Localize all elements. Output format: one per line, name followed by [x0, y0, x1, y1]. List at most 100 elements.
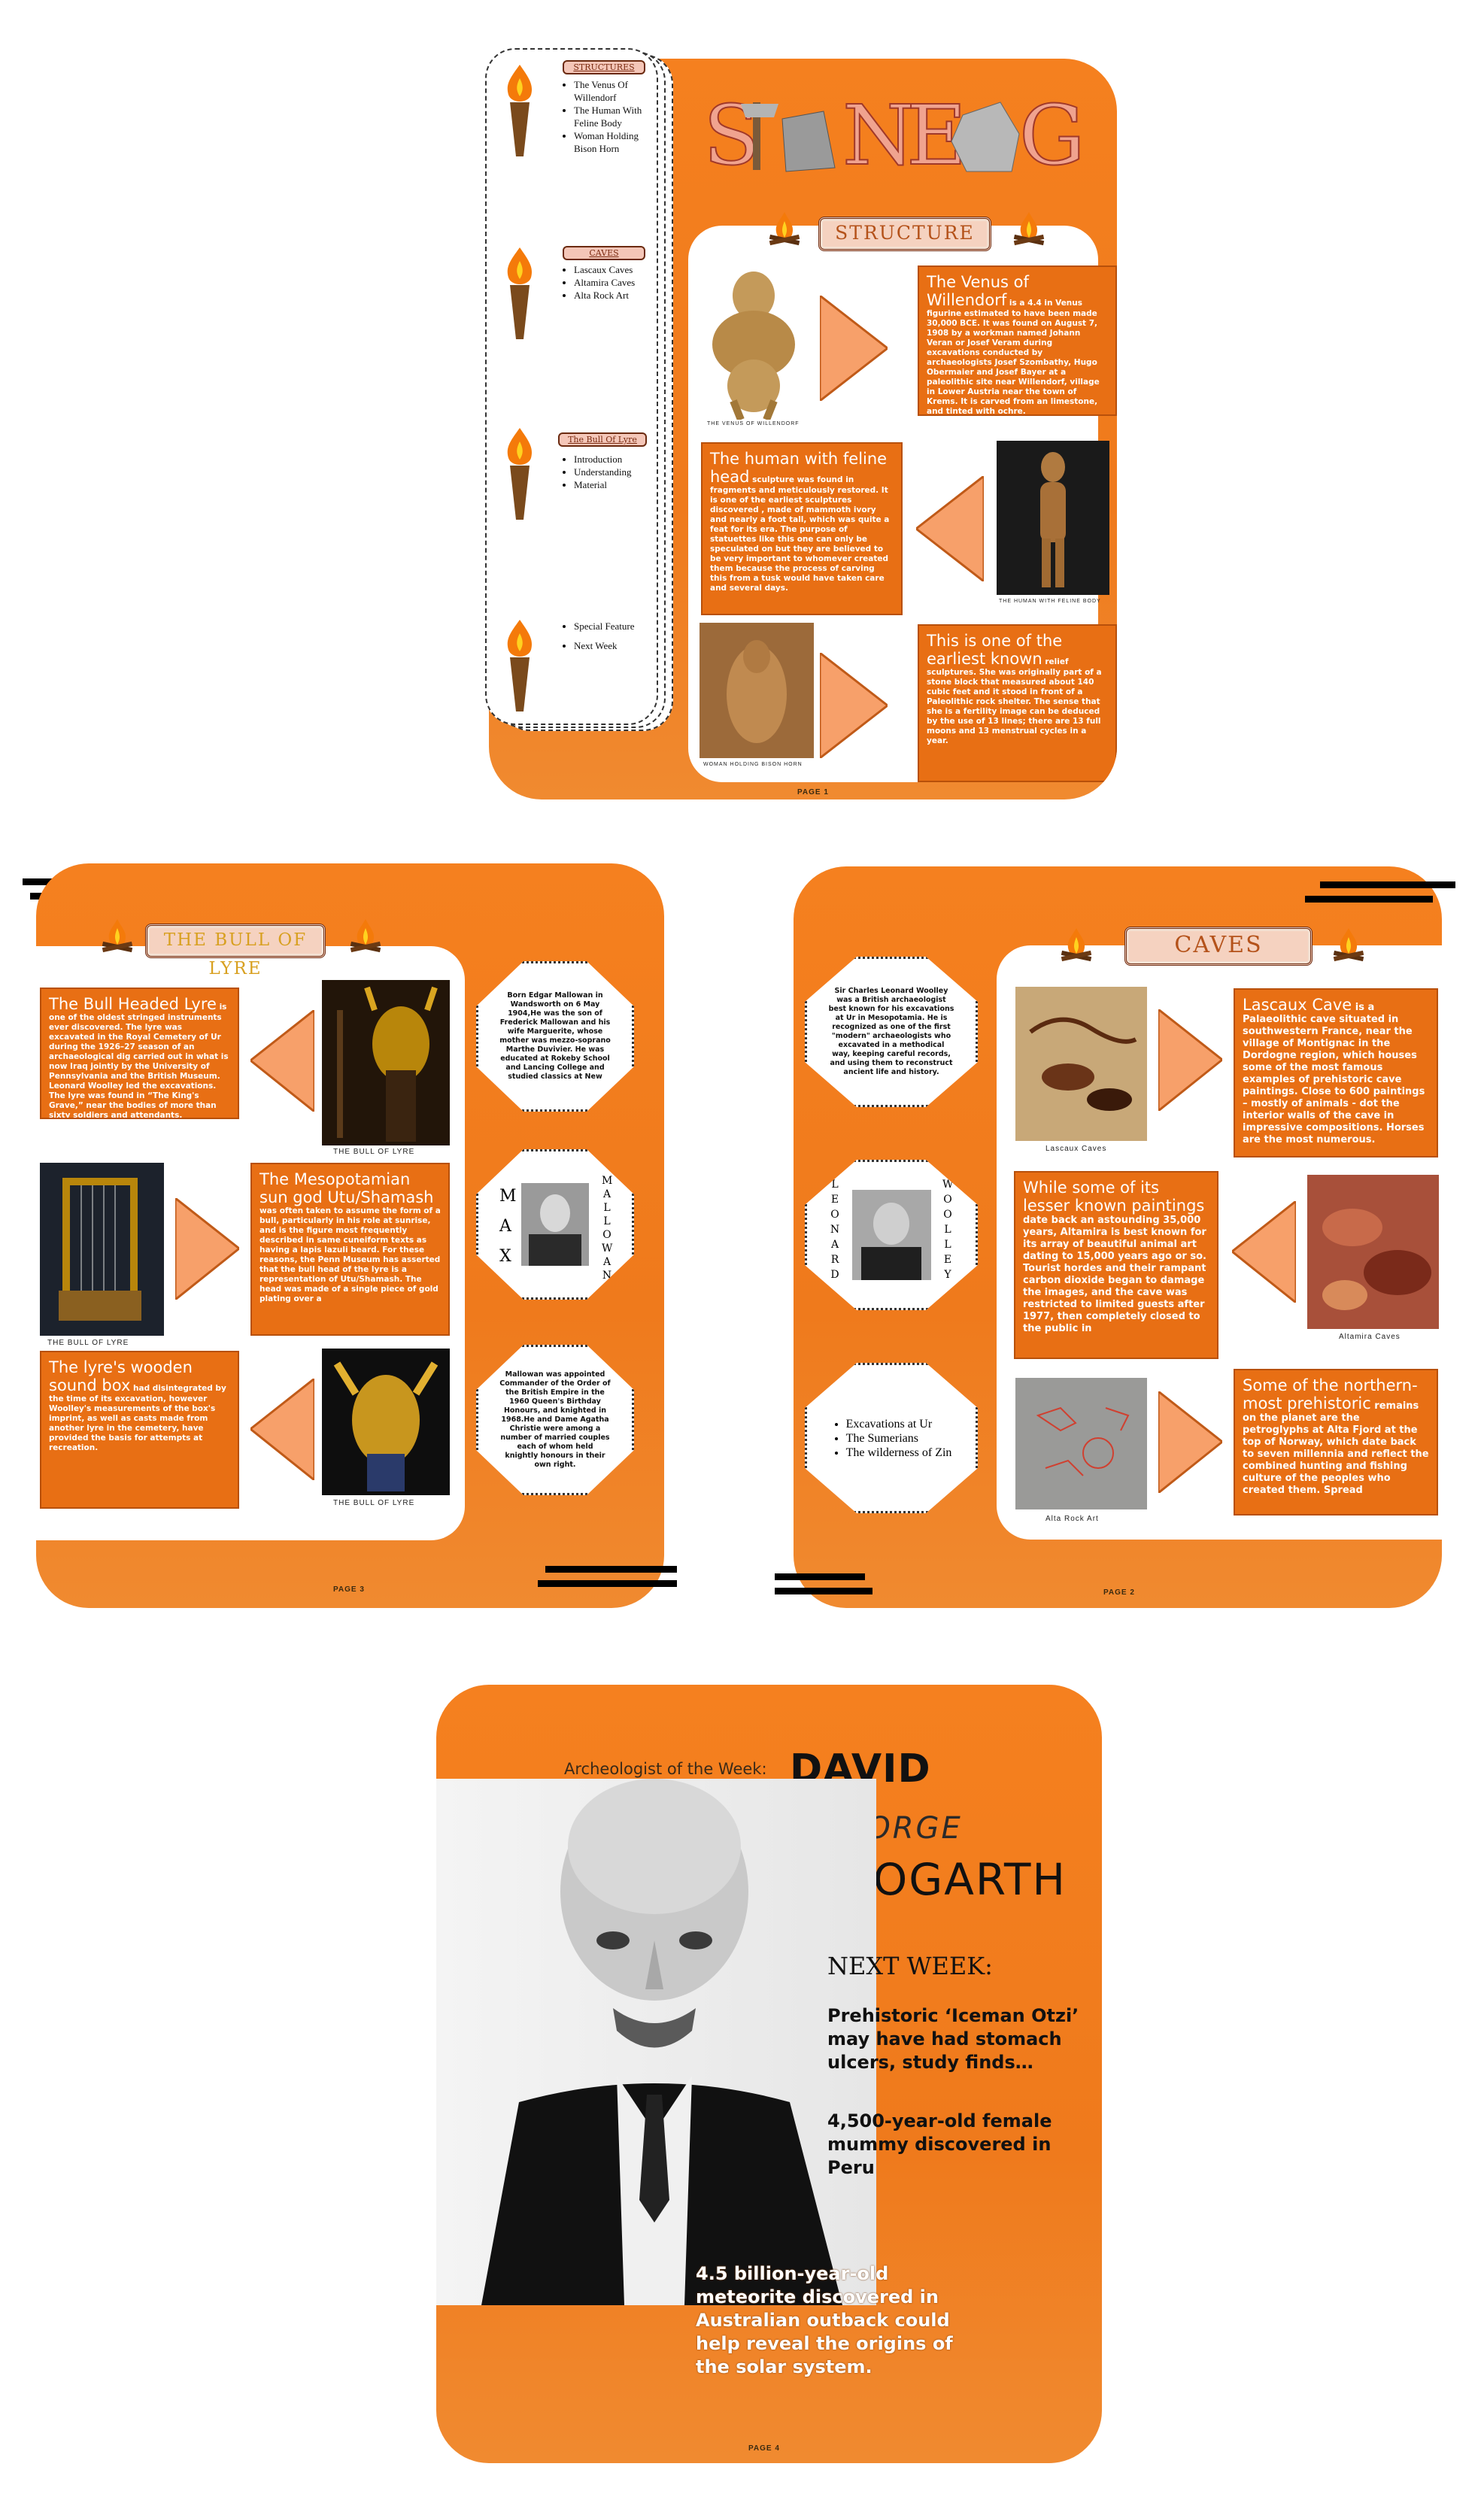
svg-text:G: G — [1019, 89, 1085, 179]
arrow-right — [1158, 1009, 1222, 1111]
archeologist-label: Archeologist of the Week: — [564, 1760, 767, 1778]
svg-text:E: E — [906, 89, 967, 179]
svg-text:N: N — [842, 89, 915, 179]
arrow-right — [175, 1198, 239, 1300]
page-number: PAGE 2 — [1103, 1588, 1135, 1597]
list-item: The Sumerians — [846, 1431, 952, 1446]
lyre-caption-2: THE BULL OF LYRE — [47, 1339, 129, 1347]
torch-icon — [507, 247, 533, 339]
menu-item[interactable]: Next Week — [574, 636, 658, 656]
caves-banner: CAVES — [1124, 927, 1313, 966]
woolley-portrait — [851, 1190, 931, 1280]
lyre-banner: THE BULL OF LYRE — [145, 924, 326, 978]
alta-rock-art-photo — [1015, 1378, 1147, 1509]
menu-item[interactable]: Understanding — [574, 466, 658, 478]
hogarth-portrait — [436, 1779, 876, 2305]
menu-item[interactable]: Introduction — [574, 453, 658, 466]
list-item: Excavations at Ur — [846, 1417, 952, 1431]
lyre-text-box-2: The Mesopotamian sun god Utu/Shamash was… — [250, 1163, 450, 1336]
bison-text-box: This is one of the earliest known relief… — [918, 624, 1117, 782]
altamira-text-box: While some of its lesser known paintings… — [1014, 1171, 1218, 1359]
lyre-harp-photo — [40, 1163, 164, 1336]
campfire-icon — [1061, 928, 1092, 962]
feline-caption: THE HUMAN WITH FELINE BODY — [999, 599, 1101, 604]
menu-item[interactable]: Special Feature — [574, 617, 658, 636]
decor-bars — [775, 1573, 914, 1602]
venus-text-box: The Venus of Willendorf is a 4.4 in Venu… — [918, 265, 1117, 416]
arrow-right — [820, 653, 888, 758]
woolley-portrait-octagon: LEONARD WOOLLEY — [805, 1160, 978, 1310]
arrow-right — [820, 296, 888, 401]
menu-heading-bull-of-lyre[interactable]: The Bull Of Lyre — [558, 432, 647, 447]
torch-icon — [507, 65, 533, 156]
bison-photo — [700, 623, 814, 758]
magazine-page-4: Archeologist of the Week: DAVID GEORGE H… — [436, 1685, 1102, 2463]
title-letter-s: S — [703, 89, 760, 179]
name-vertical-left: MAX — [499, 1187, 517, 1266]
menu-heading-structures[interactable]: STRUCTURES — [563, 60, 645, 74]
venus-caption: THE VENUS OF WILLENDORF — [707, 421, 800, 426]
alta-text-box: Some of the northern-most prehistoric re… — [1234, 1369, 1438, 1515]
woolley-works-list: Excavations at Ur The Sumerians The wild… — [831, 1417, 952, 1460]
menu-item[interactable]: Alta Rock Art — [574, 289, 658, 302]
mallowan-honours-octagon: Mallowan was appointed Commander of the … — [476, 1345, 634, 1495]
last-name: HOGARTH — [839, 1854, 1067, 1905]
magazine-page-1: S N E G STRUCTURE THE VENUS OF WILLENDOR… — [489, 59, 1117, 799]
news-item-2[interactable]: 4,500-year-old female mummy discovered i… — [827, 2110, 1052, 2178]
stone-age-title: S N E G — [703, 86, 1094, 184]
menu-item[interactable]: The Human With Feline Body — [574, 104, 658, 129]
news-item-1[interactable]: Prehistoric ‘Iceman Otzi’ may have had s… — [827, 2005, 1079, 2073]
magazine-page-3: THE BULL OF LYRE The Bull Headed Lyre is… — [36, 863, 664, 1608]
menu-item[interactable]: Altamira Caves — [574, 276, 658, 289]
lascaux-caption: Lascaux Caves — [1045, 1145, 1107, 1153]
lyre-caption-3: THE BULL OF LYRE — [333, 1499, 415, 1507]
menu-item[interactable]: Material — [574, 478, 658, 491]
list-item: The wilderness of Zin — [846, 1446, 952, 1460]
campfire-icon — [102, 919, 133, 953]
torch-icon — [507, 428, 533, 520]
stone-icon — [781, 111, 836, 172]
golden-bull-photo — [322, 1349, 450, 1495]
name-vertical-right: MALLOWAN — [602, 1175, 613, 1282]
altamira-photo — [1307, 1175, 1439, 1329]
rock-icon — [951, 102, 1020, 172]
lascaux-text-box: Lascaux Cave is a Palaeolithic cave situ… — [1234, 988, 1438, 1157]
sidebar-menu — [485, 48, 658, 725]
woolley-works-octagon: Excavations at Ur The Sumerians The wild… — [805, 1363, 978, 1513]
stone-tool-icon — [741, 102, 778, 170]
lyre-caption-1: THE BULL OF LYRE — [333, 1148, 415, 1156]
menu-item[interactable]: Woman Holding Bison Horn — [574, 129, 658, 155]
mallowan-portrait-octagon: MAX MALLOWAN — [476, 1149, 634, 1300]
lascaux-photo — [1015, 987, 1147, 1141]
altamira-caption: Altamira Caves — [1339, 1333, 1401, 1341]
menu-list-structures: The Venus Of Willendorf The Human With F… — [560, 78, 658, 155]
menu-list-caves: Lascaux Caves Altamira Caves Alta Rock A… — [560, 263, 658, 302]
torch-icon — [507, 620, 533, 711]
woolley-bio-octagon: Sir Charles Leonard Woolley was a Britis… — [805, 957, 978, 1107]
bison-caption: WOMAN HOLDING BISON HORN — [703, 762, 803, 767]
menu-heading-caves[interactable]: CAVES — [563, 246, 645, 260]
page-number: PAGE 3 — [333, 1585, 365, 1594]
magazine-page-2: CAVES Sir Charles Leonard Woolley was a … — [794, 866, 1442, 1608]
mallowan-portrait — [521, 1183, 589, 1266]
next-week-heading: NEXT WEEK: — [827, 1952, 993, 1980]
arrow-left — [1232, 1201, 1296, 1303]
bull-head-photo — [322, 980, 450, 1145]
mallowan-bio-octagon: Born Edgar Mallowan in Wandsworth on 6 M… — [476, 961, 634, 1112]
alta-caption: Alta Rock Art — [1045, 1515, 1099, 1523]
name-vertical-right: WOOLLEY — [942, 1179, 954, 1281]
menu-item[interactable]: Lascaux Caves — [574, 263, 658, 276]
decor-bars — [1305, 881, 1459, 910]
campfire-icon — [1333, 928, 1364, 962]
menu-item[interactable]: The Venus Of Willendorf — [574, 78, 658, 104]
lyre-text-box-1: The Bull Headed Lyre is one of the oldes… — [40, 988, 239, 1119]
arrow-left — [916, 476, 984, 581]
structure-banner: STRUCTURE — [818, 217, 991, 251]
venus-photo — [700, 265, 809, 420]
campfire-icon — [350, 919, 381, 953]
feline-photo — [997, 441, 1109, 595]
menu-list-bull-of-lyre: Introduction Understanding Material — [560, 453, 658, 491]
decor-bars — [538, 1566, 684, 1594]
news-item-3[interactable]: 4.5 billion-year-old meteorite discovere… — [696, 2263, 953, 2377]
arrow-right — [1158, 1391, 1222, 1493]
